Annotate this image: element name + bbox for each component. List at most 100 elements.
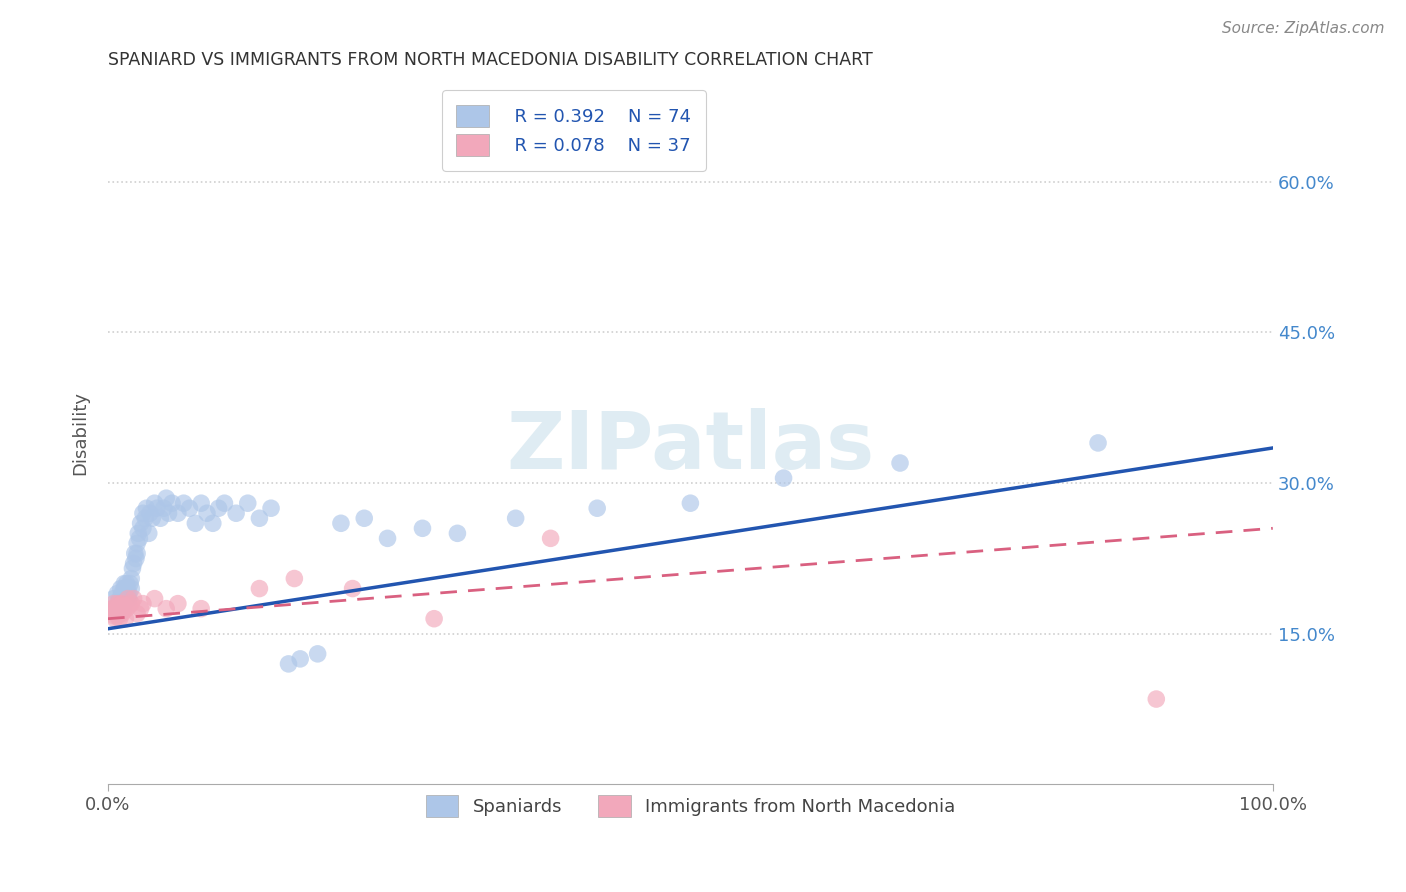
Point — [155, 601, 177, 615]
Point — [111, 597, 134, 611]
Point — [195, 506, 218, 520]
Point — [111, 597, 134, 611]
Point — [105, 599, 128, 613]
Point — [114, 612, 136, 626]
Point — [129, 601, 152, 615]
Point — [112, 591, 135, 606]
Point — [104, 605, 127, 619]
Point — [134, 511, 156, 525]
Point — [190, 601, 212, 615]
Point — [111, 607, 134, 621]
Point — [236, 496, 259, 510]
Point — [105, 607, 128, 621]
Point — [117, 591, 139, 606]
Point — [377, 532, 399, 546]
Point — [201, 516, 224, 531]
Point — [173, 496, 195, 510]
Point — [103, 608, 125, 623]
Point — [105, 608, 128, 623]
Point — [153, 501, 176, 516]
Point — [149, 511, 172, 525]
Text: SPANIARD VS IMMIGRANTS FROM NORTH MACEDONIA DISABILITY CORRELATION CHART: SPANIARD VS IMMIGRANTS FROM NORTH MACEDO… — [108, 51, 873, 69]
Point — [225, 506, 247, 520]
Point — [127, 607, 149, 621]
Point — [114, 582, 136, 596]
Point — [101, 601, 124, 615]
Point — [184, 516, 207, 531]
Point — [107, 605, 129, 619]
Point — [112, 601, 135, 615]
Point — [120, 597, 142, 611]
Point — [104, 612, 127, 626]
Point — [141, 511, 163, 525]
Point — [772, 471, 794, 485]
Point — [120, 572, 142, 586]
Point — [160, 496, 183, 510]
Point — [143, 591, 166, 606]
Point — [1144, 692, 1167, 706]
Point — [112, 582, 135, 596]
Point — [138, 526, 160, 541]
Point — [146, 501, 169, 516]
Point — [118, 599, 141, 613]
Point — [139, 506, 162, 520]
Point — [125, 551, 148, 566]
Point — [342, 582, 364, 596]
Point — [540, 532, 562, 546]
Point — [120, 576, 142, 591]
Point — [122, 591, 145, 606]
Point — [208, 501, 231, 516]
Point — [117, 582, 139, 596]
Point — [179, 501, 201, 516]
Point — [115, 576, 138, 591]
Point — [112, 576, 135, 591]
Point — [132, 506, 155, 520]
Point — [132, 597, 155, 611]
Point — [115, 586, 138, 600]
Point — [329, 516, 352, 531]
Point — [103, 597, 125, 611]
Point — [117, 591, 139, 606]
Point — [108, 599, 131, 613]
Point — [135, 501, 157, 516]
Point — [307, 647, 329, 661]
Point — [122, 557, 145, 571]
Point — [103, 591, 125, 606]
Point — [107, 597, 129, 611]
Point — [112, 605, 135, 619]
Point — [118, 586, 141, 600]
Point — [505, 511, 527, 525]
Point — [411, 521, 433, 535]
Point — [1087, 436, 1109, 450]
Point — [132, 521, 155, 535]
Point — [127, 526, 149, 541]
Point — [260, 501, 283, 516]
Point — [108, 607, 131, 621]
Point — [111, 586, 134, 600]
Point — [127, 536, 149, 550]
Point — [112, 599, 135, 613]
Point — [214, 496, 236, 510]
Point — [108, 591, 131, 606]
Point — [889, 456, 911, 470]
Y-axis label: Disability: Disability — [72, 391, 89, 475]
Point — [105, 586, 128, 600]
Point — [157, 506, 180, 520]
Point — [283, 572, 305, 586]
Point — [124, 546, 146, 560]
Point — [110, 601, 132, 615]
Point — [167, 597, 190, 611]
Point — [121, 561, 143, 575]
Point — [114, 591, 136, 606]
Point — [190, 496, 212, 510]
Point — [110, 582, 132, 596]
Point — [353, 511, 375, 525]
Legend: Spaniards, Immigrants from North Macedonia: Spaniards, Immigrants from North Macedon… — [418, 789, 963, 824]
Point — [105, 601, 128, 615]
Point — [167, 506, 190, 520]
Point — [128, 532, 150, 546]
Point — [129, 516, 152, 531]
Point — [127, 546, 149, 560]
Point — [679, 496, 702, 510]
Point — [107, 597, 129, 611]
